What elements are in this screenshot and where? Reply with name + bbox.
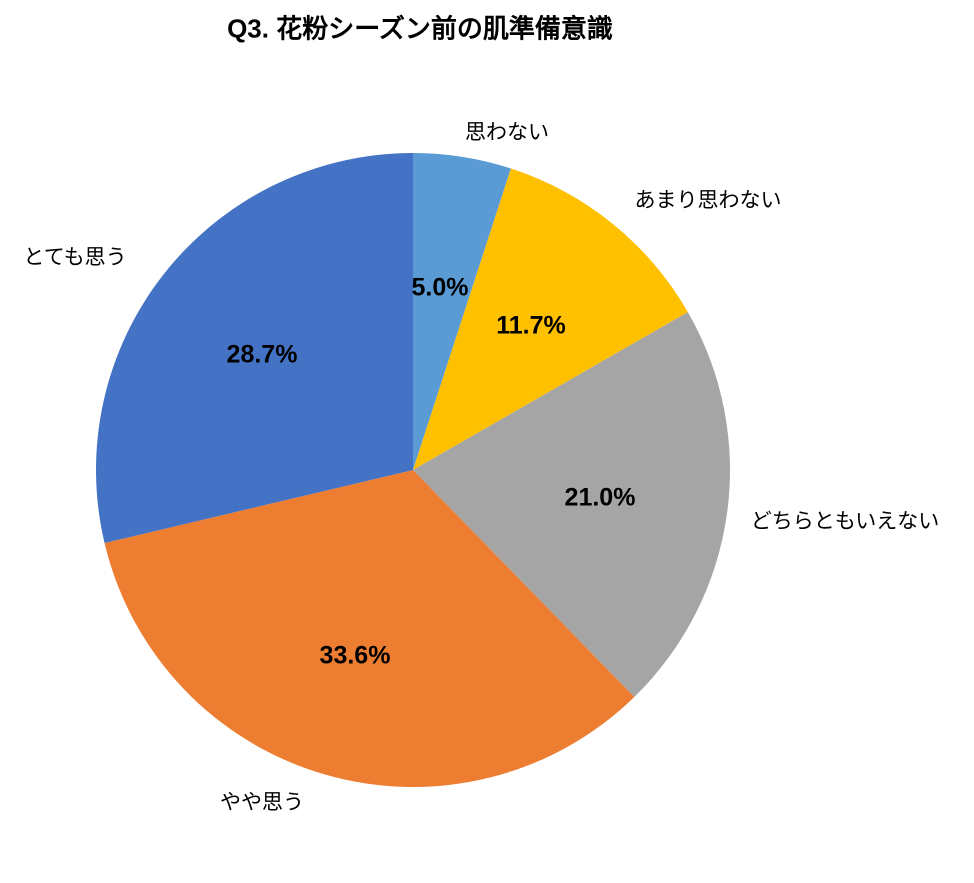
pie-percent-label: 21.0% — [564, 483, 636, 512]
pie-category-label: 思わない — [465, 121, 549, 144]
pie-category-label: あまり思わない — [634, 189, 782, 212]
pie-percent-label: 28.7% — [226, 340, 298, 369]
pie-slice — [104, 470, 635, 787]
pie-category-label: どちらともいえない — [750, 510, 940, 533]
pie-percent-label: 33.6% — [319, 641, 391, 670]
pie-slice — [413, 312, 730, 697]
pie-category-label: とても思う — [23, 246, 127, 269]
pie-slice — [96, 153, 413, 544]
chart-title: Q3. 花粉シーズン前の肌準備意識 — [227, 13, 613, 44]
pie-percent-label: 5.0% — [411, 273, 469, 302]
pie-slice — [413, 153, 511, 470]
pie-percent-label: 11.7% — [496, 311, 566, 340]
pie-category-label: やや思う — [220, 791, 304, 814]
pie-slice — [413, 168, 688, 470]
